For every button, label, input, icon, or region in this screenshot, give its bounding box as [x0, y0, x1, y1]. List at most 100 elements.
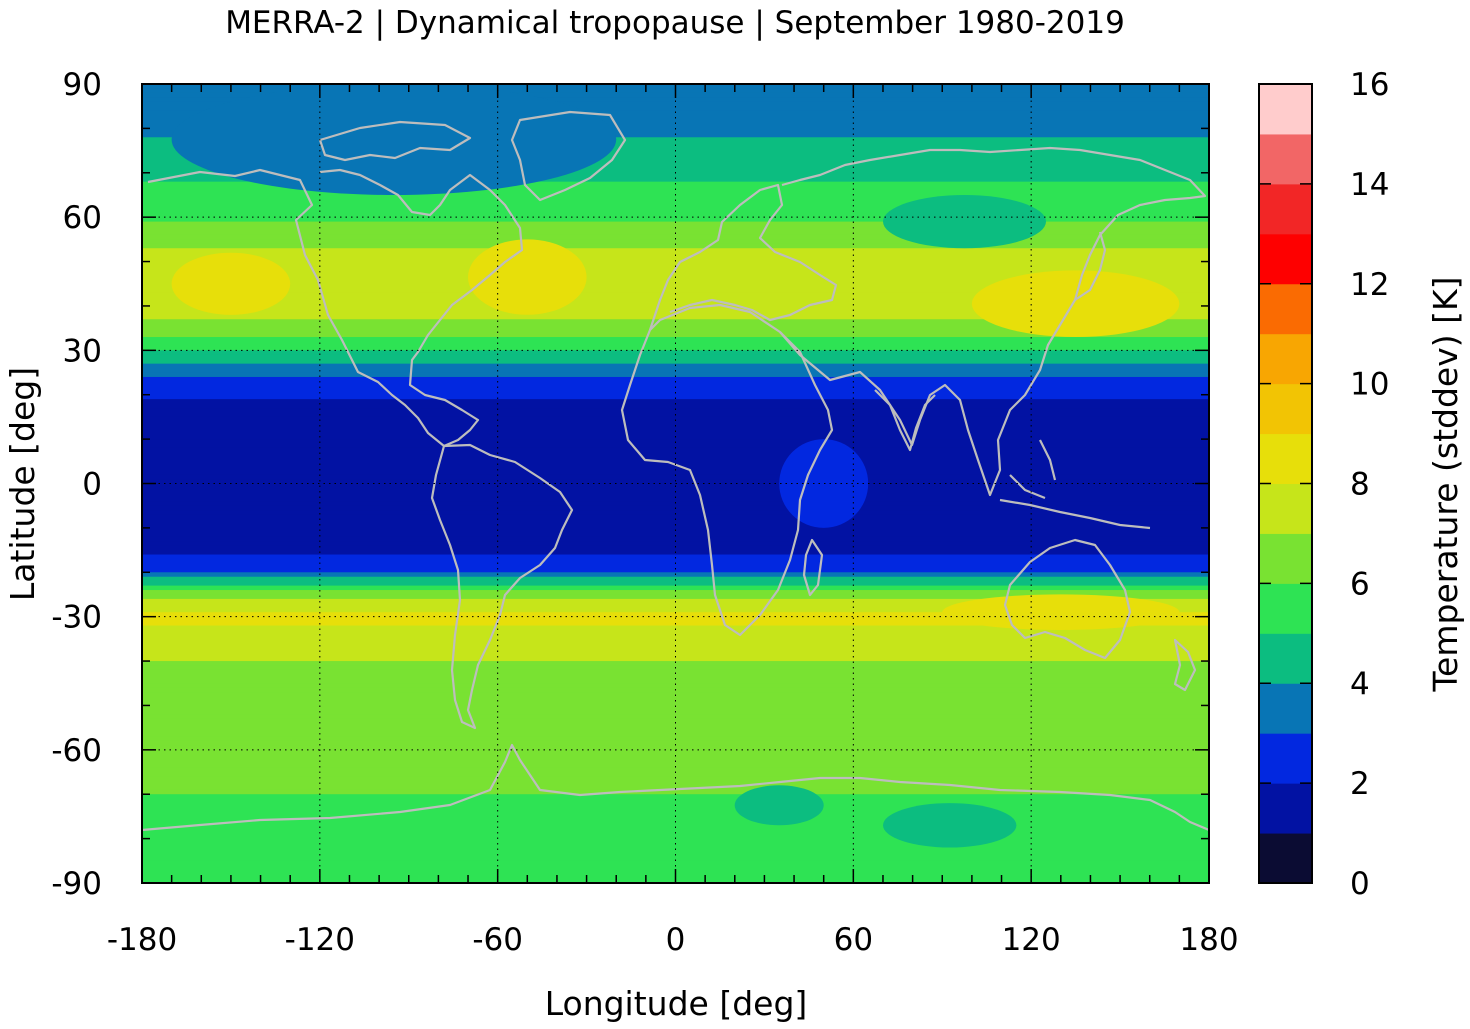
- colorbar-bin: [1259, 84, 1312, 135]
- heatmap-band: [142, 110, 1209, 116]
- colorbar-tick-label: 10: [1350, 367, 1389, 403]
- colorbar-tick-labels: 0 2 4 6 8 10 12 14 16: [1350, 67, 1389, 902]
- colorbar-bin: [1259, 533, 1312, 584]
- heatmap-band: [142, 723, 1209, 729]
- heatmap-band: [142, 270, 1209, 276]
- heatmap-band: [142, 843, 1209, 849]
- heatmap-band: [142, 683, 1209, 689]
- colorbar-bins: [1259, 84, 1312, 884]
- heatmap-band: [142, 532, 1209, 538]
- heatmap-band: [142, 421, 1209, 427]
- heatmap-band: [142, 563, 1209, 569]
- y-tick-label: -90: [51, 866, 102, 902]
- plot-area: [141, 83, 1210, 884]
- heatmap-band: [142, 150, 1209, 156]
- heatmap-band: [142, 798, 1209, 804]
- heatmap-band: [142, 447, 1209, 454]
- colorbar: 0 2 4 6 8 10 12 14 16: [1258, 67, 1389, 902]
- colorbar-bin: [1259, 483, 1312, 534]
- heatmap-band: [142, 732, 1209, 738]
- heatmap-band: [142, 363, 1209, 369]
- coastline-new-zealand: [1173, 638, 1197, 692]
- heatmap-band: [142, 248, 1209, 254]
- heatmap-band: [142, 776, 1209, 782]
- x-tick-label: 120: [1002, 922, 1061, 958]
- heatmap-band: [142, 860, 1209, 867]
- coastlines: [142, 110, 1209, 832]
- heatmap-band: [142, 785, 1209, 791]
- colorbar-bin: [1259, 233, 1312, 285]
- heatmap-band: [142, 279, 1209, 285]
- coastline-japan: [1074, 231, 1107, 301]
- heatmap-band: [142, 705, 1209, 711]
- colorbar-bin: [1259, 783, 1312, 834]
- heatmap-band: [142, 194, 1209, 201]
- heatmap-band: [142, 501, 1209, 507]
- coastline-africa: [620, 303, 834, 637]
- x-tick-label: 0: [666, 922, 686, 958]
- heatmap-band: [142, 199, 1209, 205]
- x-axis-tick-labels: -180 -120 -60 0 60 120 180: [107, 922, 1239, 958]
- heatmap-band: [142, 474, 1209, 480]
- heatmap-band: [142, 292, 1209, 298]
- heatmap-band: [142, 820, 1209, 827]
- colorbar-tick-label: 16: [1350, 67, 1389, 103]
- heatmap-band: [142, 376, 1209, 383]
- heatmap-band: [142, 794, 1209, 800]
- heatmap-band: [142, 430, 1209, 436]
- heatmap-band: [142, 217, 1209, 223]
- coastline-madagascar: [802, 538, 824, 597]
- heatmap-band: [142, 740, 1209, 747]
- heatmap-band: [142, 487, 1209, 494]
- heatmap-band: [142, 385, 1209, 392]
- heatmap-band: [142, 749, 1209, 756]
- heatmap-band: [142, 856, 1209, 862]
- heatmap-band: [142, 221, 1209, 227]
- colorbar-bin: [1259, 133, 1312, 185]
- heatmap-band: [142, 226, 1209, 232]
- y-axis-label: Latitude [deg]: [3, 367, 42, 601]
- colorbar-tick-label: 2: [1350, 766, 1370, 802]
- heatmap-band: [142, 763, 1209, 769]
- colorbar-bin: [1259, 833, 1312, 884]
- heatmap-region: [171, 84, 617, 195]
- heatmap-band: [142, 172, 1209, 179]
- heatmap-band: [142, 101, 1209, 107]
- axis-ticks: [141, 83, 1210, 884]
- heatmap-band: [142, 638, 1209, 645]
- x-tick-label: -120: [285, 922, 355, 958]
- heatmap-region: [468, 239, 587, 315]
- heatmap-band: [142, 492, 1209, 498]
- heatmap-band: [142, 350, 1209, 356]
- heatmap-band: [142, 168, 1209, 174]
- heatmap-band: [142, 652, 1209, 658]
- heatmap-band: [142, 337, 1209, 343]
- heatmap-band: [142, 811, 1209, 818]
- heatmap-band: [142, 452, 1209, 458]
- heatmap-band: [142, 354, 1209, 361]
- heatmap-band: [142, 696, 1209, 702]
- colorbar-label: Temperature (stddev) [K]: [1426, 276, 1465, 692]
- heatmap-band: [142, 634, 1209, 640]
- heatmap-band: [142, 536, 1209, 543]
- colorbar-bin: [1259, 383, 1312, 435]
- heatmap-region: [779, 439, 869, 528]
- heatmap-band: [142, 625, 1209, 631]
- heatmap-band: [142, 727, 1209, 733]
- coastline-north-america: [147, 168, 524, 448]
- y-axis-tick-labels: 90 60 30 0 -30 -60 -90: [51, 67, 102, 902]
- coastline-indian-subcontinent: [874, 389, 936, 452]
- heatmap-band: [142, 772, 1209, 778]
- colorbar-tick-label: 6: [1350, 566, 1370, 602]
- heatmap-band: [142, 123, 1209, 130]
- y-tick-label: 0: [82, 467, 102, 503]
- colorbar-tick-label: 0: [1350, 866, 1370, 902]
- heatmap-band: [142, 581, 1209, 587]
- heatmap-band: [142, 403, 1209, 409]
- heatmap-band: [142, 647, 1209, 653]
- colorbar-bin: [1259, 183, 1312, 235]
- heatmap-region: [883, 803, 1017, 848]
- heatmap-band: [142, 212, 1209, 218]
- heatmap-band: [142, 510, 1209, 516]
